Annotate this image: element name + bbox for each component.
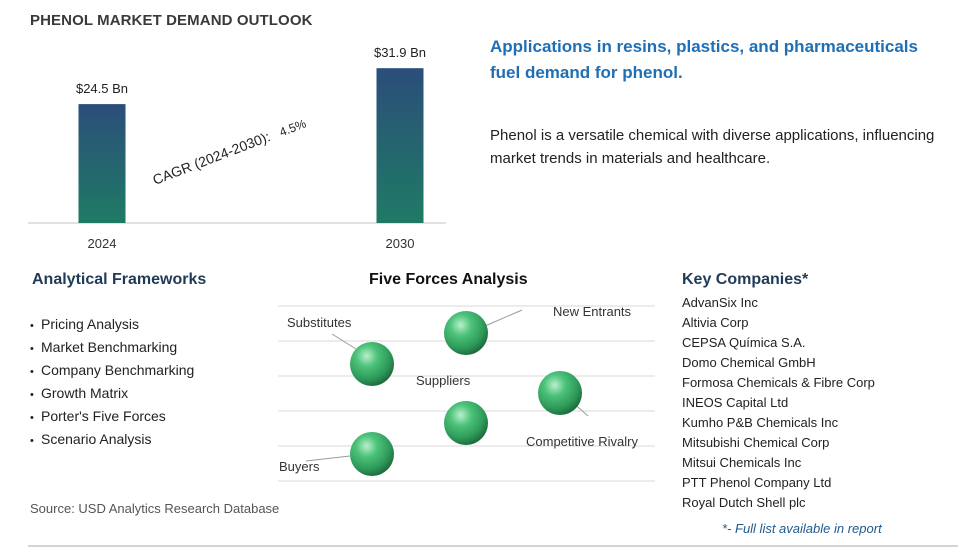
svg-text:CAGR (2024-2030): 4.5%: CAGR (2024-2030): 4.5% [150, 114, 308, 187]
list-item: • Pricing Analysis [30, 314, 194, 337]
x-tick-2024: 2024 [88, 236, 117, 251]
data-label-2030: $31.9 Bn [374, 45, 426, 60]
list-item: • Company Benchmarking [30, 360, 194, 383]
headline: Applications in resins, plastics, and ph… [490, 37, 918, 82]
five-forces-diagram: Substitutes New Entrants Suppliers Compe… [278, 304, 655, 482]
list-item: AdvanSix Inc [682, 295, 758, 310]
list-item: CEPSA Química S.A. [682, 335, 806, 350]
buyers-label: Buyers [279, 459, 320, 474]
list-item: Altivia Corp [682, 315, 749, 330]
cagr-value: 4.5% [277, 116, 308, 139]
list-item: • Market Benchmarking [30, 337, 194, 360]
frameworks-list: • Pricing Analysis • Market Benchmarking •… [30, 314, 194, 452]
new-entrants-sphere [444, 311, 488, 355]
competitive-rivalry-label: Competitive Rivalry [526, 434, 638, 449]
list-item: Mitsubishi Chemical Corp [682, 435, 830, 450]
bar-2030 [376, 68, 424, 223]
source-note: Source: USD Analytics Research Database [30, 501, 280, 516]
buyers-sphere [350, 432, 394, 476]
list-item: Kumho P&B Chemicals Inc [682, 415, 839, 430]
list-item: • Scenario Analysis [30, 429, 194, 452]
bottom-divider [28, 545, 958, 547]
frameworks-heading: Analytical Frameworks [32, 271, 207, 288]
footnote: *- Full list available in report [722, 521, 882, 536]
list-item: Formosa Chemicals & Fibre Corp [682, 375, 875, 390]
companies-heading: Key Companies* [682, 271, 809, 288]
data-label-2024: $24.5 Bn [76, 81, 128, 96]
new-entrants-label: New Entrants [553, 304, 632, 319]
five-forces-heading: Five Forces Analysis [369, 271, 528, 288]
bullet-icon: • [30, 320, 34, 332]
market-bar-chart: $24.5 Bn $31.9 Bn 2024 2030 CAGR (2024-2… [28, 45, 446, 251]
x-tick-2030: 2030 [386, 236, 415, 251]
companies-list: AdvanSix Inc Altivia Corp CEPSA Química … [682, 293, 875, 513]
list-item: Domo Chemical GmbH [682, 355, 816, 370]
cagr-annotation: CAGR (2024-2030): 4.5% [150, 114, 308, 188]
list-item: INEOS Capital Ltd [682, 395, 789, 410]
page-title: PHENOL MARKET DEMAND OUTLOOK [30, 12, 313, 29]
competitive-rivalry-sphere [538, 371, 582, 415]
suppliers-sphere [444, 401, 488, 445]
list-item: • Growth Matrix [30, 383, 194, 406]
list-item: PTT Phenol Company Ltd [682, 475, 832, 490]
bullet-icon: • [30, 389, 34, 401]
bullet-icon: • [30, 366, 34, 378]
bullet-icon: • [30, 343, 34, 355]
suppliers-label: Suppliers [416, 373, 471, 388]
bullet-icon: • [30, 412, 34, 424]
list-item: Mitsui Chemicals Inc [682, 455, 802, 470]
cagr-label: CAGR (2024-2030): [150, 128, 272, 188]
bullet-icon: • [30, 435, 34, 447]
list-item: Royal Dutch Shell plc [682, 495, 806, 510]
bar-2024 [78, 104, 126, 223]
list-item: • Porter's Five Forces [30, 406, 194, 429]
substitutes-label: Substitutes [287, 315, 352, 330]
substitutes-sphere [350, 342, 394, 386]
description: Phenol is a versatile chemical with dive… [490, 127, 935, 167]
